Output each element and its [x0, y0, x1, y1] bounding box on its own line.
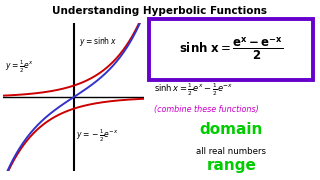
Text: $y = \sinh x$: $y = \sinh x$ — [79, 35, 116, 48]
Text: Understanding Hyperbolic Functions: Understanding Hyperbolic Functions — [52, 6, 268, 16]
FancyBboxPatch shape — [149, 19, 313, 80]
Text: $y = -\frac{1}{2}e^{-x}$: $y = -\frac{1}{2}e^{-x}$ — [76, 128, 119, 145]
Text: (combine these functions): (combine these functions) — [154, 105, 259, 114]
Text: $y = \frac{1}{2}e^x$: $y = \frac{1}{2}e^x$ — [5, 59, 34, 75]
Text: $\sinh x = \frac{1}{2}e^x - \frac{1}{2}e^{-x}$: $\sinh x = \frac{1}{2}e^x - \frac{1}{2}e… — [154, 82, 233, 98]
Text: $\mathbf{sinh\ x} = \mathbf{\dfrac{e^x - e^{-x}}{2}}$: $\mathbf{sinh\ x} = \mathbf{\dfrac{e^x -… — [179, 35, 284, 62]
Text: domain: domain — [199, 122, 263, 137]
Text: range: range — [206, 158, 256, 173]
Text: all real numbers: all real numbers — [196, 147, 266, 156]
